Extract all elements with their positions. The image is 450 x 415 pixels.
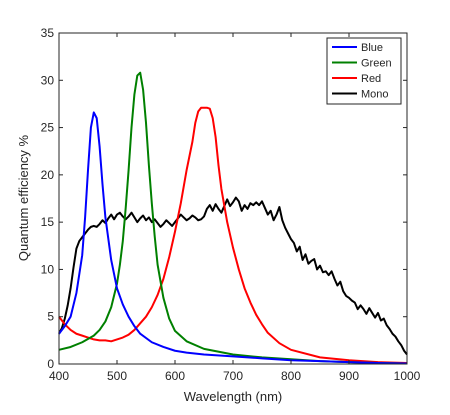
legend-label-green: Green	[361, 58, 392, 70]
series-line-red	[58, 106, 408, 365]
y-tick-label: 30	[41, 73, 55, 87]
ticks-layer: 400 500 600 700 800 900 1000 0 5 10 15 20 25 30 35	[41, 26, 421, 383]
legend: Blue Green Red Mono	[326, 37, 402, 105]
series-line-mono	[58, 196, 408, 356]
x-tick-label: 900	[339, 369, 359, 383]
y-tick-label: 15	[41, 215, 55, 229]
y-tick-label: 5	[47, 310, 54, 324]
y-axis-label: Quantum efficiency %	[16, 134, 31, 261]
x-tick-label: 600	[165, 369, 185, 383]
series-line-green	[58, 71, 408, 365]
y-tick-label: 0	[47, 357, 54, 371]
y-tick-label: 20	[41, 168, 55, 182]
series-layer	[58, 71, 408, 365]
legend-label-red: Red	[361, 73, 381, 85]
y-tick-label: 25	[41, 121, 55, 135]
x-tick-label: 800	[281, 369, 301, 383]
y-tick-label: 35	[41, 26, 55, 40]
y-tick-label: 10	[41, 262, 55, 276]
x-tick-label: 500	[107, 369, 127, 383]
legend-label-blue: Blue	[361, 42, 383, 54]
x-tick-label: 1000	[394, 369, 421, 383]
x-axis-label: Wavelength (nm)	[184, 389, 283, 404]
x-tick-label: 400	[49, 369, 69, 383]
legend-label-mono: Mono	[361, 89, 389, 101]
x-tick-label: 700	[223, 369, 243, 383]
series-line-blue	[58, 111, 408, 365]
